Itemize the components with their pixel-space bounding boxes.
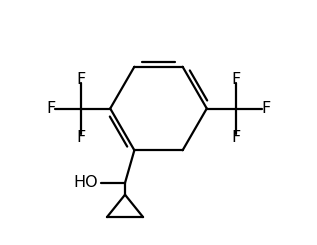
Text: F: F [261,101,270,116]
Text: F: F [76,72,85,87]
Text: F: F [76,130,85,145]
Text: F: F [232,130,241,145]
Text: F: F [47,101,56,116]
Text: F: F [232,72,241,87]
Text: HO: HO [73,175,98,190]
